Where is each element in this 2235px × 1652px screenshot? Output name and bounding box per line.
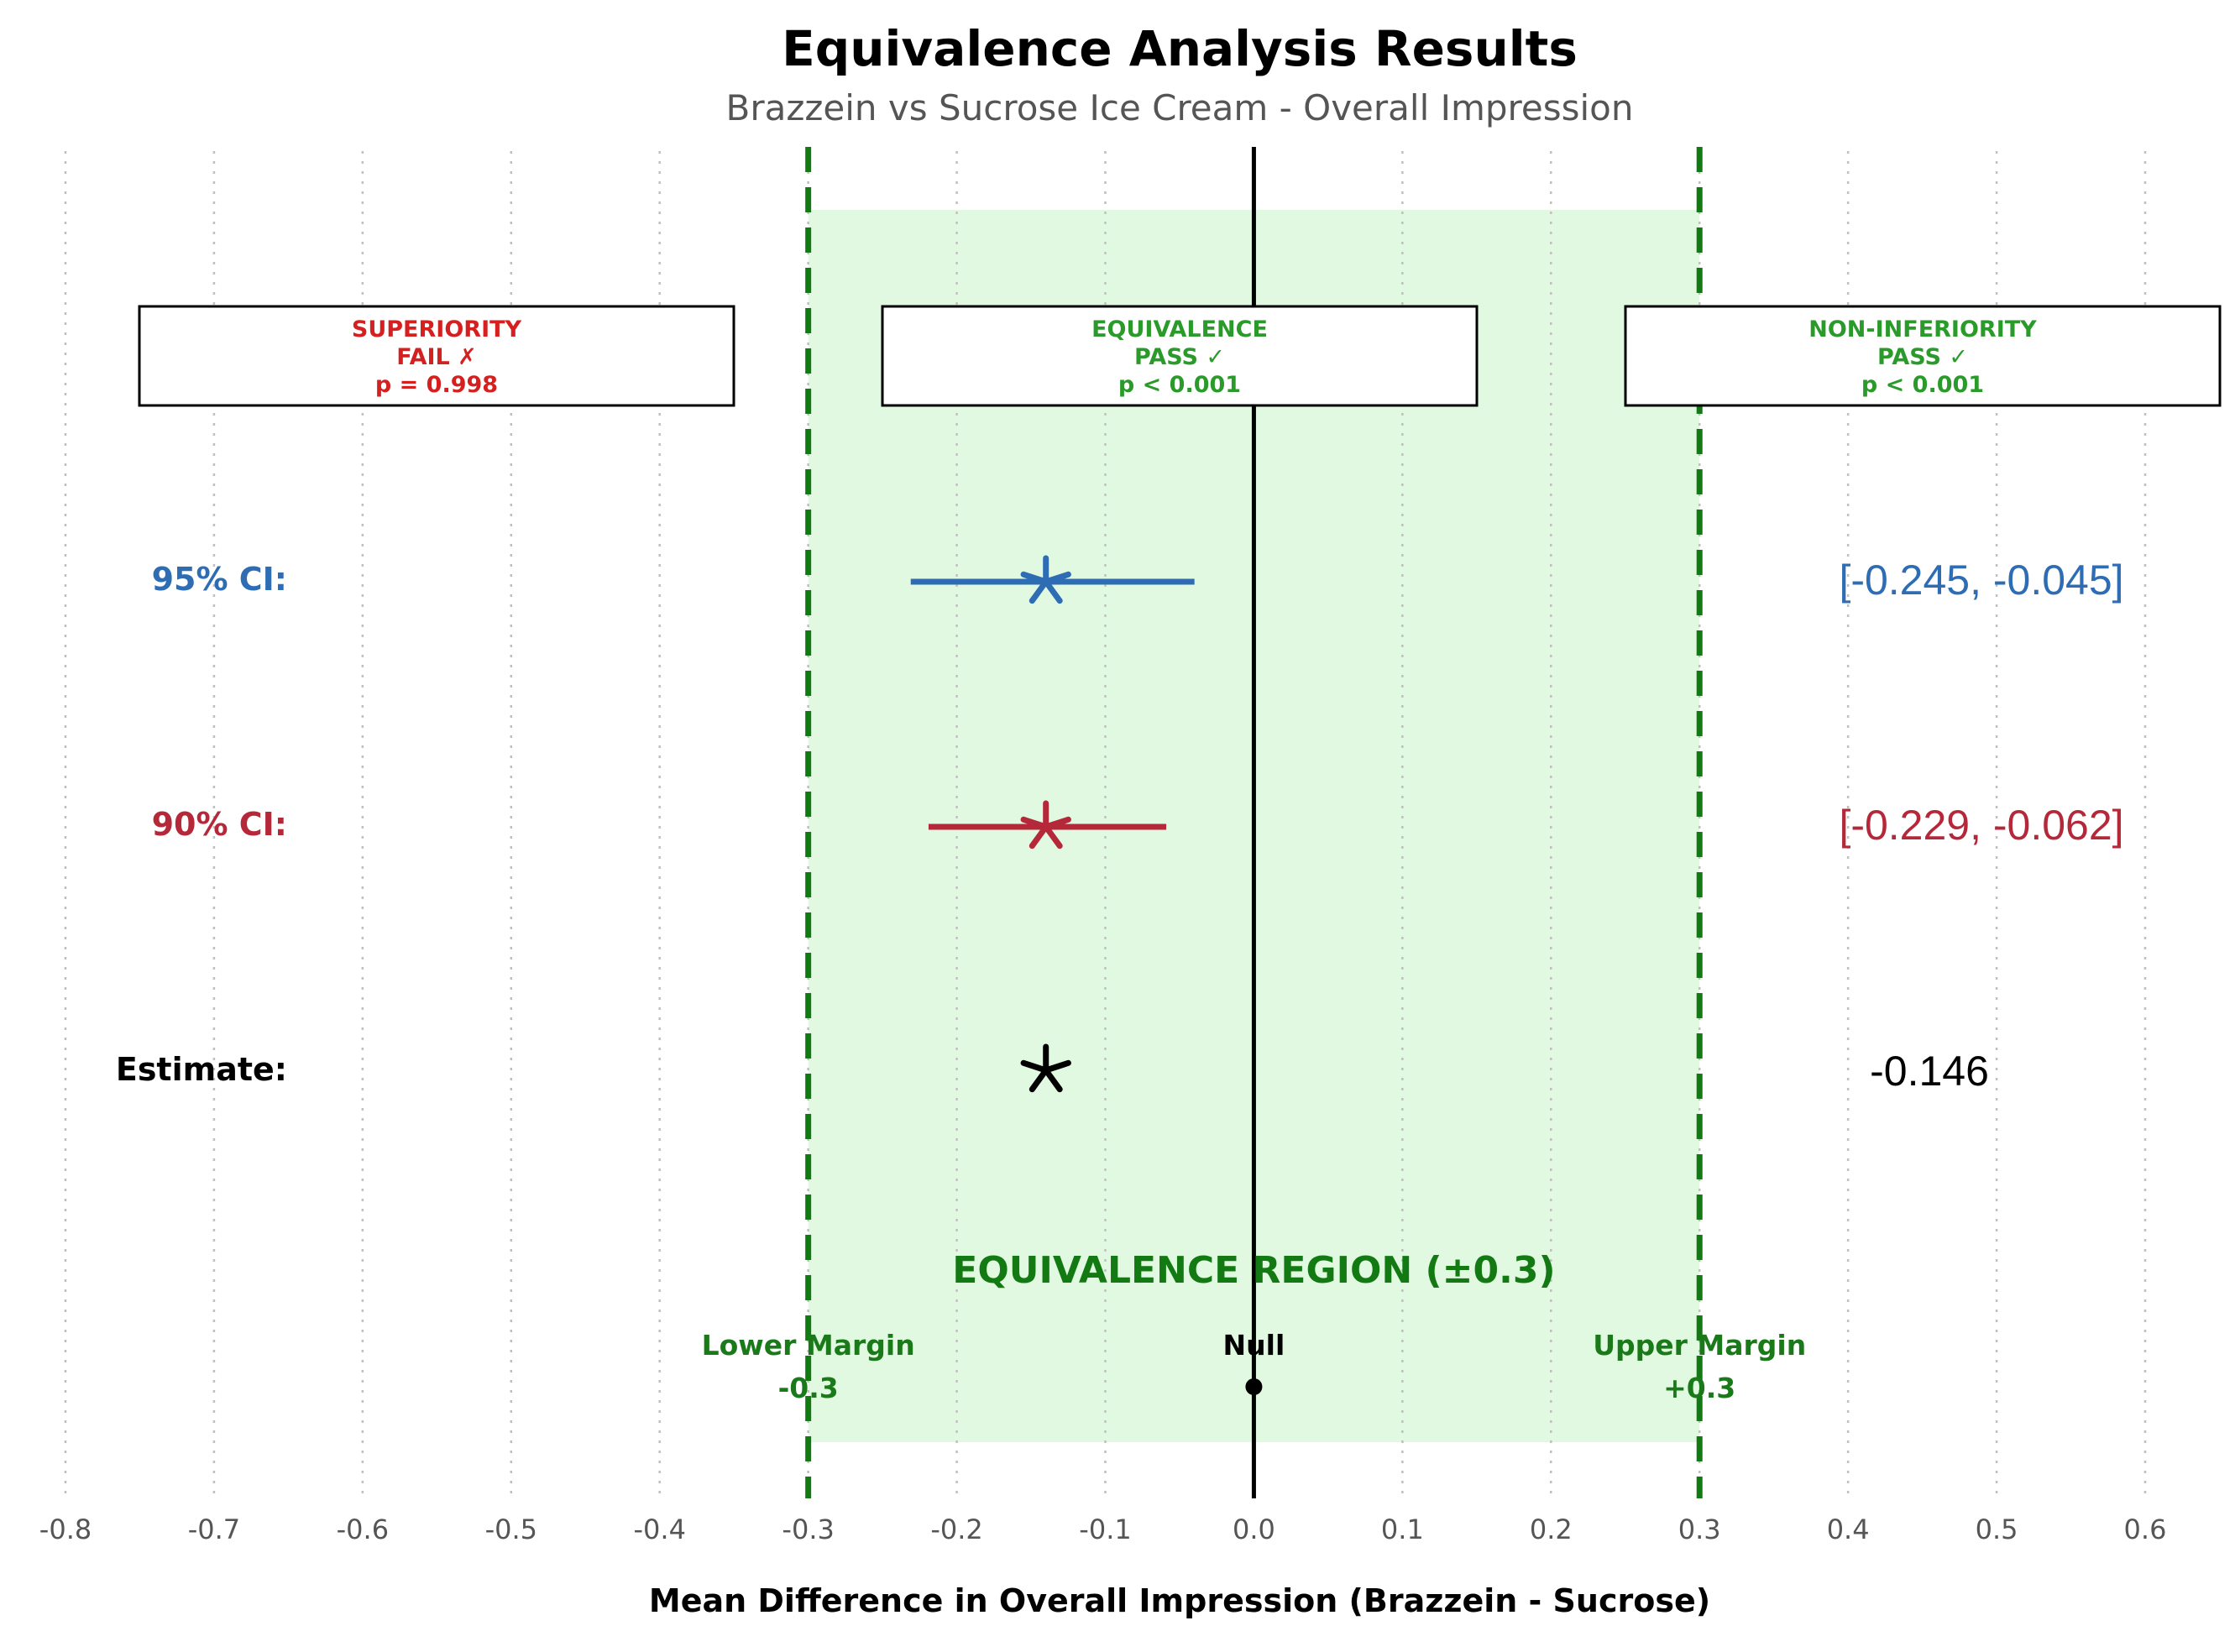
ci-row-95: 95% CI: [-0.245, -0.045] [152,555,2124,604]
x-tick-label: -0.6 [337,1513,389,1545]
x-tick-label: -0.8 [39,1513,92,1545]
null-point [1245,1378,1263,1395]
lower-margin-label: Lower Margin [702,1329,915,1362]
x-tick-label: 0.3 [1678,1513,1721,1545]
x-tick-label: 0.6 [2124,1513,2167,1545]
ci-estimate-marker [1020,555,1071,604]
upper-margin-value: +0.3 [1663,1372,1735,1404]
test-result: FAIL ✗ [396,344,477,370]
test-name: NON-INFERIORITY [1808,316,2037,342]
x-tick-label: -0.2 [930,1513,982,1545]
ci-estimate-marker [1020,800,1071,850]
chart-title: Equivalence Analysis Results [782,20,1578,77]
estimate-value-text: -0.146 [1870,1048,1989,1095]
estimate-row: Estimate: -0.146 [116,1043,1989,1095]
test-p-value: p < 0.001 [1861,372,1984,398]
test-box-frame [881,305,1479,407]
equivalence-region-label: EQUIVALENCE REGION (±0.3) [952,1249,1555,1292]
test-box-frame [1624,305,2222,407]
x-tick-label: 0.4 [1827,1513,1870,1545]
test-name: SUPERIORITY [352,316,522,342]
lower-margin-value: -0.3 [778,1372,839,1404]
chart-subtitle: Brazzein vs Sucrose Ice Cream - Overall … [726,87,1634,128]
ci-row-90: 90% CI: [-0.229, -0.062] [152,800,2124,850]
x-tick-labels: -0.8 -0.7 -0.6 -0.5 -0.4 -0.3 -0.2 -0.1 0.0 0.1 0.… [39,1513,2167,1545]
ci-value-text: [-0.229, -0.062] [1839,802,2123,849]
x-tick-label: 0.0 [1233,1513,1275,1545]
x-tick-label: 0.2 [1530,1513,1573,1545]
x-tick-label: 0.1 [1381,1513,1424,1545]
ci-label: 95% CI: [152,561,287,598]
x-tick-label: -0.4 [633,1513,685,1545]
test-result: PASS ✓ [1877,344,1968,370]
annotations-layer: EQUIVALENCE REGION (±0.3) Lower Margin -0.… [702,1249,1807,1404]
upper-margin-label: Upper Margin [1593,1329,1806,1362]
estimate-marker [1020,1043,1071,1093]
test-box-frame [138,305,735,407]
test-name: EQUIVALENCE [1091,316,1268,342]
x-tick-label: -0.7 [188,1513,240,1545]
x-axis-label: Mean Difference in Overall Impression (B… [649,1582,1710,1619]
intervals-layer: 95% CI: [-0.245, -0.045] 90% CI: [-0.229, -… [116,555,2124,1095]
ci-value-text: [-0.245, -0.045] [1839,557,2123,604]
null-label: Null [1223,1329,1285,1362]
estimate-label: Estimate: [116,1051,287,1088]
test-p-value: p < 0.001 [1118,372,1241,398]
test-p-value: p = 0.998 [375,372,498,398]
x-tick-label: -0.3 [782,1513,834,1545]
ci-label: 90% CI: [152,806,287,843]
x-tick-label: -0.1 [1079,1513,1131,1545]
x-tick-label: -0.5 [485,1513,537,1545]
x-tick-label: 0.5 [1976,1513,2018,1545]
test-result: PASS ✓ [1134,344,1225,370]
